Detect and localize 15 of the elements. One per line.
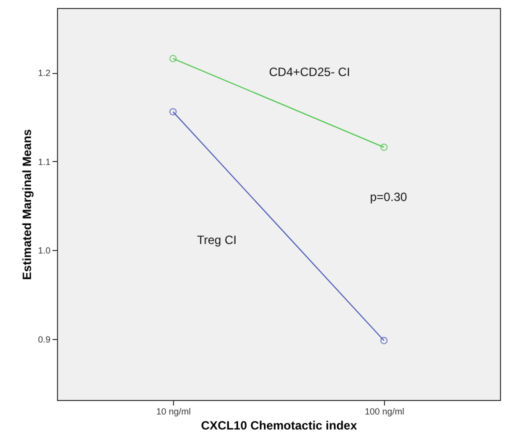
x-axis-title: CXCL10 Chemotactic index (200, 418, 358, 432)
y-tick-label: 1.0 (38, 246, 50, 256)
text: Treg CI (197, 233, 237, 247)
point (169, 54, 177, 62)
y-tick-label: 1.2 (38, 68, 50, 78)
y-tick-label: 1.1 (38, 156, 50, 167)
point (380, 144, 388, 151)
x-tick-label: 100 ng/ml (364, 406, 404, 416)
y-axis-title: Estimated Marginal Means (20, 128, 34, 280)
point (380, 336, 388, 344)
y-tick-label: 0.9 (38, 334, 50, 344)
point (169, 108, 177, 116)
x-tick-label: 10 ng/ml (156, 406, 191, 416)
annotation: p=0.30 (370, 190, 408, 204)
series-label: CD4+CD25- CI (269, 65, 350, 79)
